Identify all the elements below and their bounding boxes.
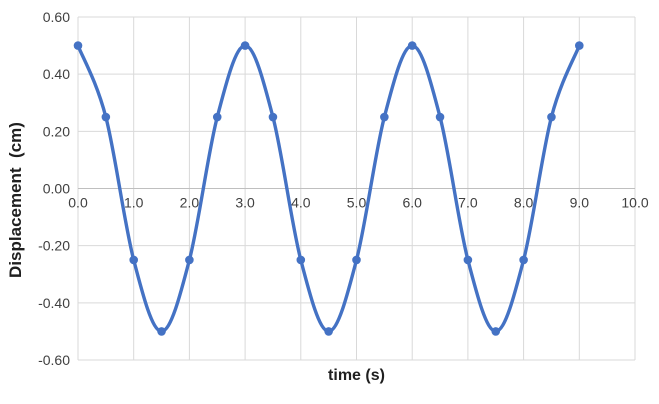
y-tick-label: -0.20 <box>38 238 70 254</box>
y-axis-title: Displacement (cm) <box>6 122 25 278</box>
x-tick-label: 1.0 <box>124 195 144 211</box>
data-point-marker <box>324 327 333 336</box>
x-axis-title: time (s) <box>328 367 385 384</box>
x-tick-label: 10.0 <box>621 195 648 211</box>
data-point-marker <box>463 255 473 265</box>
data-point-marker <box>575 41 584 50</box>
x-tick-label: 6.0 <box>402 195 422 211</box>
x-tick-label: 3.0 <box>235 195 255 211</box>
x-tick-label: 8.0 <box>514 195 534 211</box>
x-tick-label: 7.0 <box>458 195 478 211</box>
data-point-marker <box>491 327 501 336</box>
data-point-marker <box>380 112 389 122</box>
data-point-marker <box>352 255 361 265</box>
data-point-marker <box>435 112 445 122</box>
x-tick-label: 9.0 <box>570 195 590 211</box>
y-tick-label: 0.20 <box>43 123 70 139</box>
x-tick-label: 5.0 <box>347 195 367 211</box>
y-tick-label: 0.60 <box>43 9 70 25</box>
data-point-marker <box>268 112 278 122</box>
data-point-marker <box>240 41 250 50</box>
data-point-marker <box>73 41 83 50</box>
y-tick-label: 0.40 <box>43 66 70 82</box>
data-point-marker <box>407 41 417 50</box>
y-tick-label: 0.00 <box>43 181 70 197</box>
data-point-marker <box>296 255 306 265</box>
data-point-marker <box>185 255 194 265</box>
y-tick-label: -0.40 <box>38 295 70 311</box>
data-point-marker <box>101 112 111 122</box>
x-tick-label: 0.0 <box>68 195 88 211</box>
y-tick-label: -0.60 <box>38 352 70 368</box>
x-tick-label: 2.0 <box>180 195 200 211</box>
data-point-marker <box>157 327 166 336</box>
data-point-marker <box>212 112 222 122</box>
data-point-marker <box>129 255 138 265</box>
data-point-marker <box>547 112 556 122</box>
data-point-marker <box>519 255 528 265</box>
x-tick-label: 4.0 <box>291 195 311 211</box>
